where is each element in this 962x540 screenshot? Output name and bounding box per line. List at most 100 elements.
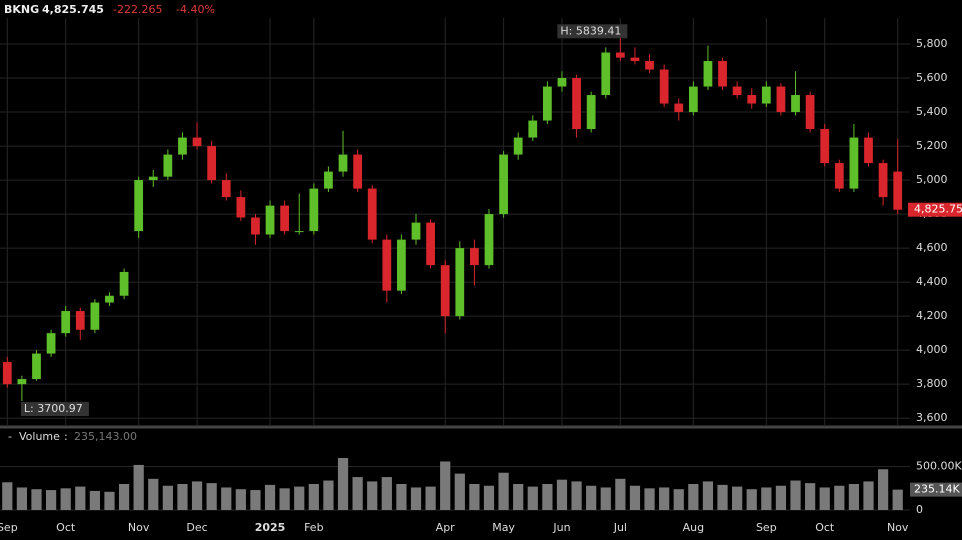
candle-body	[178, 137, 187, 155]
x-tick-label: Aug	[683, 521, 704, 534]
candle-body	[367, 188, 377, 240]
candle-body	[2, 362, 12, 385]
volume-bar	[498, 472, 509, 510]
volume-bar	[235, 489, 246, 510]
candle-body	[470, 248, 479, 266]
volume-bar	[863, 481, 874, 510]
volume-bar	[454, 473, 465, 510]
volume-bar	[206, 483, 217, 510]
volume-bar	[586, 485, 597, 510]
volume-bar	[177, 484, 188, 510]
x-tick-label: 2025	[255, 521, 286, 534]
volume-bar	[688, 484, 699, 510]
y-tick-label: 0	[916, 503, 923, 516]
x-tick-label: Sep	[756, 521, 777, 534]
volume-bar	[89, 490, 100, 510]
candle-body	[382, 239, 392, 291]
volume-bar	[483, 485, 495, 510]
volume-bar	[571, 481, 582, 510]
x-tick-label: Dec	[186, 521, 207, 534]
x-tick-label: Apr	[436, 521, 456, 534]
candle-body	[557, 78, 567, 87]
candle-body	[834, 163, 844, 189]
y-tick-label: 5,400	[916, 105, 948, 118]
volume-bar	[673, 489, 684, 510]
candle-body	[703, 61, 713, 87]
candle-body	[455, 248, 465, 317]
price: 4,825.745	[42, 3, 104, 16]
volume-bar	[45, 490, 57, 510]
volume-bar	[60, 488, 71, 510]
change-pct: -4.40%	[176, 3, 215, 16]
candle-body	[338, 154, 348, 172]
volume-bar	[892, 489, 903, 510]
volume-bar	[133, 464, 144, 510]
volume-bar	[264, 484, 276, 510]
volume-bar	[513, 484, 524, 510]
candle-body	[280, 205, 290, 232]
volume-bar	[221, 487, 232, 510]
volume-bar	[425, 486, 436, 510]
candle-body	[265, 205, 275, 235]
y-tick-label: 4,200	[916, 309, 948, 322]
volume-bar	[542, 484, 553, 510]
y-tick-label: 3,800	[916, 377, 948, 390]
x-tick-label: Oct	[815, 521, 835, 534]
candle-body	[718, 61, 727, 87]
candle-body	[513, 137, 523, 155]
volume-bar	[761, 487, 772, 510]
candle-body	[732, 86, 742, 96]
last-price-label: 4,825.75	[914, 203, 962, 216]
candle-body	[688, 86, 698, 113]
candle-body	[353, 154, 362, 189]
volume-bar	[775, 485, 787, 510]
last-volume-tag	[910, 482, 962, 497]
volume-bar	[367, 481, 378, 510]
candle-body	[236, 197, 246, 218]
candle-body	[499, 154, 508, 215]
x-tick-label: Nov	[128, 521, 150, 534]
candle-body	[207, 146, 217, 181]
low-label: L: 3700.97	[24, 402, 83, 415]
volume-bar	[162, 485, 173, 510]
volume-bar	[659, 487, 670, 510]
x-tick-label: Nov	[887, 521, 909, 534]
high-label-bg	[557, 24, 628, 39]
y-tick-label: 4,400	[916, 275, 948, 288]
volume-bar	[250, 490, 261, 510]
volume-bar	[805, 483, 816, 510]
volume-bar	[440, 461, 451, 510]
x-tick-label: Oct	[56, 521, 76, 534]
symbol: BKNG	[4, 3, 39, 16]
candle-body	[148, 176, 158, 181]
volume-bar	[717, 484, 728, 510]
volume-bar	[644, 488, 655, 510]
candle-body	[61, 311, 71, 334]
candle-body	[163, 154, 173, 177]
volume-bar	[790, 480, 801, 510]
candle-body	[134, 180, 144, 232]
candle-body	[324, 171, 333, 189]
volume-bar	[352, 477, 363, 510]
change: -222.265	[113, 3, 162, 16]
candle-body	[878, 163, 888, 198]
low-label-bg	[20, 402, 89, 417]
separator: :	[64, 430, 68, 443]
y-tick-label: 5,800	[916, 37, 948, 50]
candle-body	[397, 239, 406, 291]
candle-body	[659, 69, 669, 104]
volume-bar	[308, 484, 319, 510]
candle-body	[893, 171, 903, 210]
volume-bar	[702, 481, 714, 510]
volume-bar	[469, 484, 480, 510]
volume-bar	[323, 480, 334, 510]
volume-bar	[746, 489, 757, 510]
candle-body	[75, 311, 85, 330]
candle-body	[820, 129, 830, 164]
volume-bar	[819, 487, 830, 510]
volume-bar	[118, 484, 130, 510]
candle-body	[849, 137, 859, 189]
collapse-icon: -	[8, 430, 12, 443]
x-tick-label: Sep	[0, 521, 18, 534]
volume-bar	[2, 482, 13, 510]
